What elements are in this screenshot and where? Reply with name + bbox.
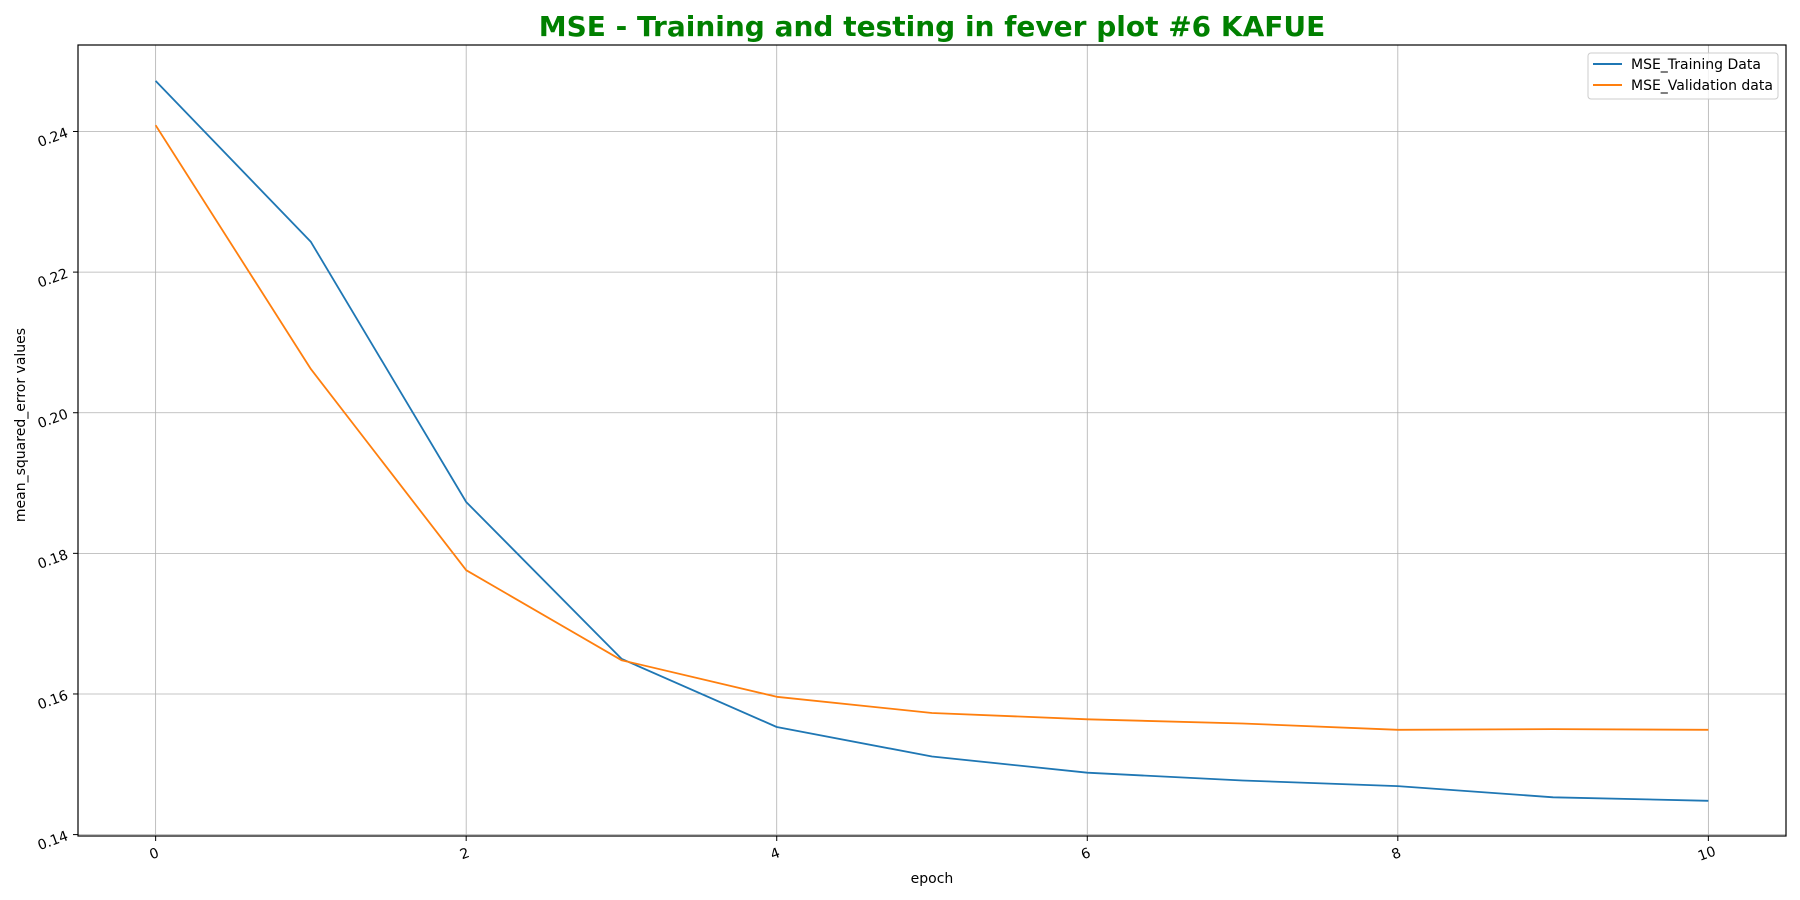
x-tick-label: 6 [1079, 845, 1093, 863]
y-tick-label: 0.18 [36, 547, 71, 573]
x-tick-label: 8 [1390, 845, 1404, 863]
y-tick-label: 0.24 [36, 125, 71, 151]
legend-label-validation: MSE_Validation data [1631, 78, 1773, 94]
axis-ticks: 0 2 4 6 8 10 0.14 0.16 0.18 0.20 0.22 0.24 [36, 125, 1719, 865]
y-tick-label: 0.22 [36, 266, 71, 292]
series-lines [154, 80, 1709, 802]
y-tick-label: 0.20 [36, 406, 71, 432]
plot-frame [77, 44, 1787, 837]
y-tick-label: 0.14 [36, 828, 71, 854]
chart-title: MSE - Training and testing in fever plot… [539, 10, 1326, 43]
legend-box [1587, 52, 1779, 100]
legend-label-training: MSE_Training Data [1631, 57, 1761, 73]
x-tick-label: 4 [768, 845, 782, 863]
x-tick-label: 2 [458, 845, 472, 863]
x-axis-label: epoch [911, 871, 954, 887]
y-axis-label: mean_squared_error values [13, 328, 29, 522]
series-line-training [154, 80, 1709, 802]
x-tick-label: 0 [147, 845, 161, 863]
y-tick-label: 0.16 [36, 688, 71, 714]
x-tick-label: 10 [1696, 844, 1718, 865]
grid-lines [78, 45, 1786, 836]
series-line-validation [154, 124, 1709, 731]
legend: MSE_Training Data MSE_Validation data [1587, 52, 1779, 100]
